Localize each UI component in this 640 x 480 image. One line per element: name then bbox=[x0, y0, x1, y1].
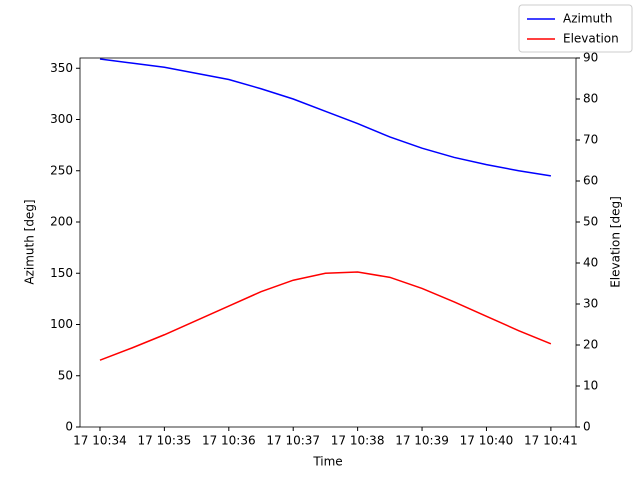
x-tick-label: 17 10:38 bbox=[331, 434, 385, 448]
x-axis-label: Time bbox=[312, 455, 342, 469]
y2-axis-label: Elevation [deg] bbox=[609, 196, 623, 288]
y-tick-label: 350 bbox=[50, 61, 73, 75]
x-tick-label: 17 10:41 bbox=[524, 434, 578, 448]
y2-tick-label: 30 bbox=[583, 297, 598, 311]
y-axis-label: Azimuth [deg] bbox=[23, 199, 37, 284]
y2-tick-label: 80 bbox=[583, 92, 598, 106]
legend-box bbox=[518, 4, 633, 53]
y2-tick-label: 70 bbox=[583, 133, 598, 147]
y2-tick-label: 0 bbox=[583, 420, 591, 434]
y2-tick-label: 60 bbox=[583, 174, 598, 188]
legend-label: Azimuth bbox=[563, 12, 612, 26]
y-tick-label: 150 bbox=[50, 266, 73, 280]
y2-tick-label: 50 bbox=[583, 215, 598, 229]
y2-tick-label: 90 bbox=[583, 51, 598, 65]
x-tick-label: 17 10:35 bbox=[138, 434, 192, 448]
y-tick-label: 50 bbox=[58, 368, 73, 382]
x-tick-label: 17 10:36 bbox=[202, 434, 256, 448]
line-series bbox=[99, 58, 551, 177]
x-tick-label: 17 10:34 bbox=[73, 434, 127, 448]
y2-tick-label: 20 bbox=[583, 338, 598, 352]
y-tick-label: 200 bbox=[50, 215, 73, 229]
x-tick-label: 17 10:40 bbox=[460, 434, 514, 448]
line-series bbox=[99, 271, 552, 361]
plot-frame bbox=[79, 57, 577, 428]
y-tick-label: 250 bbox=[50, 163, 73, 177]
y-tick-label: 100 bbox=[50, 317, 73, 331]
y-tick-label: 300 bbox=[50, 112, 73, 126]
x-tick-label: 17 10:37 bbox=[266, 434, 320, 448]
y2-tick-label: 10 bbox=[583, 379, 598, 393]
legend-label: Elevation bbox=[563, 32, 619, 46]
y-tick-label: 0 bbox=[65, 420, 73, 434]
x-tick-label: 17 10:39 bbox=[395, 434, 449, 448]
y2-tick-label: 40 bbox=[583, 256, 598, 270]
